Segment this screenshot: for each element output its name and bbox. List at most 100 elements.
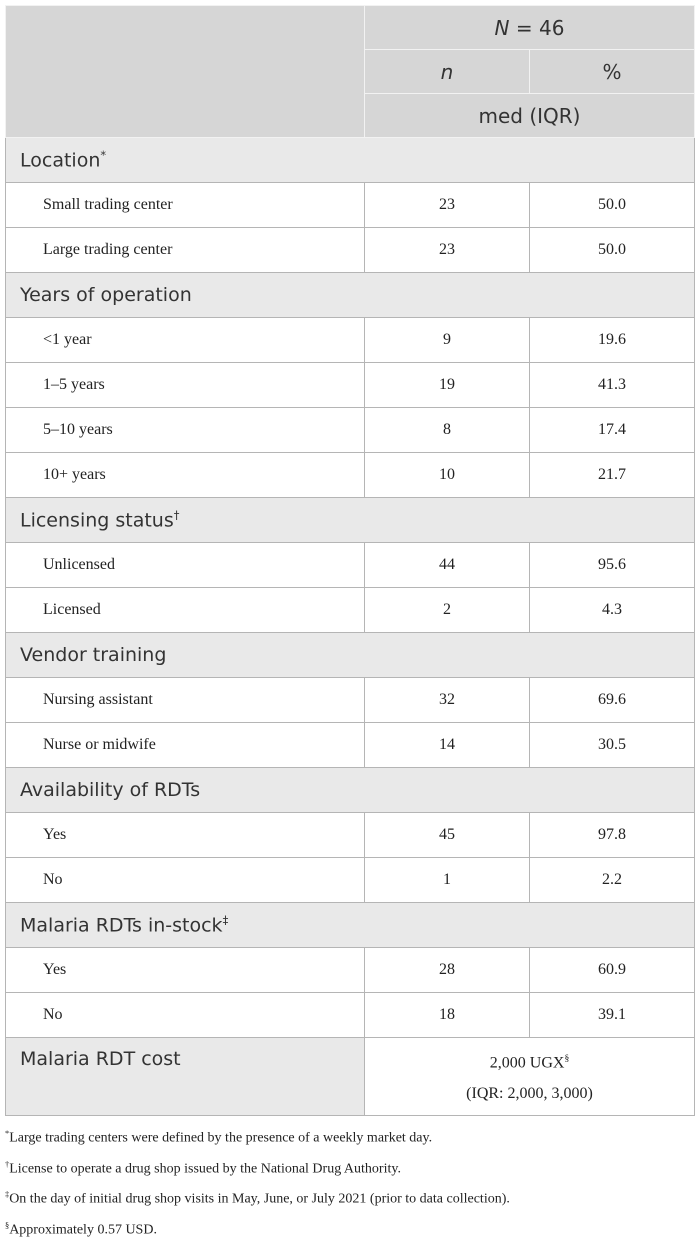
data-row: Large trading center 23 50.0 <box>5 227 695 273</box>
footnote-text: License to operate a drug shop issued by… <box>9 1161 401 1177</box>
n-value: 18 <box>364 992 530 1038</box>
cost-row: Malaria RDT cost 2,000 UGX§ (IQR: 2,000, 3… <box>5 1037 695 1116</box>
data-row: 1–5 years 19 41.3 <box>5 362 695 408</box>
section-title: Years of operation <box>20 284 192 306</box>
row-label: 10+ years <box>5 452 365 498</box>
cost-label: Malaria RDT cost <box>5 1037 365 1116</box>
cost-value-cell: 2,000 UGX§ (IQR: 2,000, 3,000) <box>364 1037 695 1116</box>
n-value: 9 <box>364 317 530 363</box>
pct-value: 39.1 <box>529 992 695 1038</box>
pct-value: 2.2 <box>529 857 695 903</box>
header-blank <box>5 5 365 138</box>
n-value: 14 <box>364 722 530 768</box>
section-title: Malaria RDTs in-stock <box>20 914 223 937</box>
row-label: Yes <box>5 947 365 993</box>
header-row: n % <box>6 49 695 94</box>
total-symbol: N <box>494 15 510 40</box>
data-row: Small trading center 23 50.0 <box>5 182 695 228</box>
pct-value: 41.3 <box>529 362 695 408</box>
pct-value: 17.4 <box>529 407 695 453</box>
data-row: No 1 2.2 <box>5 857 695 903</box>
n-value: 8 <box>364 407 530 453</box>
footnote-text: Approximately 0.57 USD. <box>9 1222 157 1238</box>
pct-value: 97.8 <box>529 812 695 858</box>
data-row: No 18 39.1 <box>5 992 695 1038</box>
row-label: Nursing assistant <box>5 677 365 723</box>
section-row: Licensing status† <box>5 497 695 543</box>
pct-value: 30.5 <box>529 722 695 768</box>
n-value: 19 <box>364 362 530 408</box>
n-value: 44 <box>364 542 530 588</box>
pct-value: 4.3 <box>529 587 695 633</box>
total-text: = 46 <box>515 15 565 40</box>
footnote-mark: § <box>564 1053 570 1065</box>
section-title-cell: Location* <box>5 137 695 183</box>
table-body: N = 46 n % med (IQR) Location* Small trad… <box>5 5 695 1116</box>
n-value: 1 <box>364 857 530 903</box>
footnotes: *Large trading centers were defined by t… <box>5 1121 510 1244</box>
footnote: §Approximately 0.57 USD. <box>5 1213 510 1244</box>
data-row: 10+ years 10 21.7 <box>5 452 695 498</box>
header-row: N = 46 <box>5 5 695 138</box>
row-label: No <box>5 857 365 903</box>
section-row: Availability of RDTs <box>5 767 695 813</box>
n-value: 45 <box>364 812 530 858</box>
section-title: Location <box>20 149 101 172</box>
table: N = 46 n % med (IQR) Location* Small trad… <box>5 5 695 1116</box>
section-title: Vendor training <box>20 644 167 666</box>
cost-value-line: 2,000 UGX§ <box>365 1044 694 1078</box>
row-label: 1–5 years <box>5 362 365 408</box>
header-med: med (IQR) <box>364 93 695 138</box>
header-n: n <box>364 49 530 94</box>
row-label: Small trading center <box>5 182 365 228</box>
pct-value: 21.7 <box>529 452 695 498</box>
row-label: <1 year <box>5 317 365 363</box>
row-label: 5–10 years <box>5 407 365 453</box>
pct-value: 50.0 <box>529 182 695 228</box>
footnote-mark: † <box>5 1159 10 1169</box>
footnote-mark: ‡ <box>5 1190 10 1200</box>
section-title-cell: Vendor training <box>5 632 695 678</box>
pct-value: 50.0 <box>529 227 695 273</box>
header-pct: % <box>529 49 695 94</box>
n-value: 23 <box>364 182 530 228</box>
footnote-text: Large trading centers were defined by th… <box>9 1130 433 1146</box>
row-label: Yes <box>5 812 365 858</box>
row-label: Licensed <box>5 587 365 633</box>
pct-value: 60.9 <box>529 947 695 993</box>
section-title: Availability of RDTs <box>20 779 201 801</box>
section-title-cell: Malaria RDTs in-stock‡ <box>5 902 695 948</box>
cost-value: 2,000 UGX <box>489 1054 565 1072</box>
row-label: Large trading center <box>5 227 365 273</box>
n-value: 23 <box>364 227 530 273</box>
n-label: n <box>440 59 454 84</box>
section-title: Licensing status <box>20 509 174 532</box>
data-row: Yes 28 60.9 <box>5 947 695 993</box>
footnote-mark: † <box>173 508 180 523</box>
footnote-text: On the day of initial drug shop visits i… <box>9 1191 510 1207</box>
pct-value: 95.6 <box>529 542 695 588</box>
section-row: Malaria RDTs in-stock‡ <box>5 902 695 948</box>
section-row: Location* <box>5 137 695 183</box>
footnote-mark: * <box>5 1129 10 1138</box>
data-row: 5–10 years 8 17.4 <box>5 407 695 453</box>
section-title-cell: Availability of RDTs <box>5 767 695 813</box>
data-row: Licensed 2 4.3 <box>5 587 695 633</box>
footnote-mark: ‡ <box>222 913 229 928</box>
data-row: Yes 45 97.8 <box>5 812 695 858</box>
footnote: ‡On the day of initial drug shop visits … <box>5 1182 510 1213</box>
data-row: Nurse or midwife 14 30.5 <box>5 722 695 768</box>
row-label: No <box>5 992 365 1038</box>
pct-value: 19.6 <box>529 317 695 363</box>
data-row: Nursing assistant 32 69.6 <box>5 677 695 723</box>
header-total: N = 46 <box>364 5 695 50</box>
pct-value: 69.6 <box>529 677 695 723</box>
data-row: <1 year 9 19.6 <box>5 317 695 363</box>
footnote-mark: § <box>5 1220 10 1230</box>
row-label: Unlicensed <box>5 542 365 588</box>
row-label: Nurse or midwife <box>5 722 365 768</box>
section-row: Years of operation <box>5 272 695 318</box>
n-value: 28 <box>364 947 530 993</box>
n-value: 32 <box>364 677 530 723</box>
